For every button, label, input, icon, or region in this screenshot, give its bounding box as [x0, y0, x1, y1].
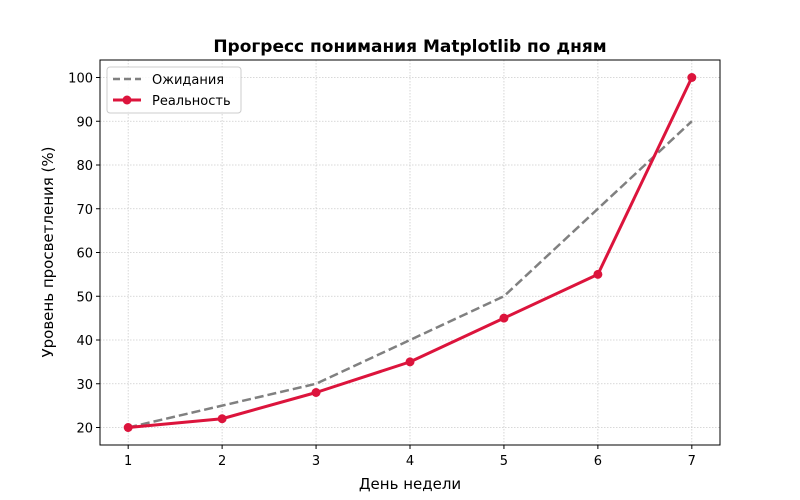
x-tick-label: 1 [124, 454, 132, 469]
y-axis-ticks: 20 30 40 50 60 70 80 90 100 [68, 72, 100, 437]
legend-marker-icon [122, 95, 132, 105]
y-tick-label: 70 [76, 203, 93, 218]
data-point-marker [123, 423, 133, 432]
chart-title: Прогресс понимания Matplotlib по дням [213, 37, 606, 57]
data-point-marker [311, 388, 321, 397]
data-point-marker [217, 414, 227, 424]
y-tick-label: 20 [76, 422, 93, 437]
data-point-marker [499, 313, 509, 323]
grid-lines [100, 60, 720, 445]
x-axis-label: День недели [359, 475, 461, 493]
x-tick-label: 7 [688, 454, 696, 469]
legend-label-expectations: Ожидания [152, 73, 224, 88]
y-axis-label: Уровень просветления (%) [39, 146, 57, 357]
x-tick-label: 5 [500, 454, 508, 469]
legend: Ожидания Реальность [106, 66, 242, 114]
y-tick-label: 50 [76, 290, 93, 305]
y-tick-label: 60 [76, 247, 93, 262]
x-tick-label: 2 [218, 454, 226, 469]
data-point-marker [405, 357, 415, 367]
y-tick-label: 90 [76, 115, 93, 130]
y-tick-label: 80 [76, 159, 93, 174]
data-series [123, 73, 697, 432]
y-tick-label: 40 [76, 334, 93, 349]
x-tick-label: 6 [594, 454, 602, 469]
x-tick-label: 4 [406, 454, 414, 469]
x-axis-ticks: 1 2 3 4 5 6 7 [124, 445, 696, 469]
data-point-marker [593, 269, 603, 279]
y-tick-label: 30 [76, 378, 93, 393]
legend-label-reality: Реальность [152, 94, 231, 109]
y-tick-label: 100 [68, 72, 93, 87]
series-line-0 [127, 120, 693, 429]
data-point-marker [687, 73, 697, 82]
x-tick-label: 3 [312, 454, 320, 469]
